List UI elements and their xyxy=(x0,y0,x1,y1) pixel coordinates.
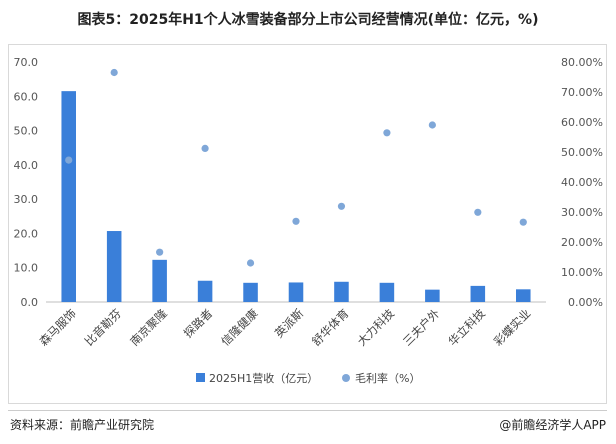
scatter-point xyxy=(383,129,391,137)
x-tick-label: 大力科技 xyxy=(355,306,398,349)
x-tick-label: 探路者 xyxy=(181,306,215,340)
scatter-point xyxy=(65,156,73,164)
y-right-tick-label: 20.00% xyxy=(561,236,603,249)
bar xyxy=(61,91,76,303)
plot-frame xyxy=(8,44,607,404)
x-tick-label: 三夫户外 xyxy=(400,306,443,349)
scatter-point xyxy=(474,208,482,216)
bar xyxy=(243,282,258,302)
scatter-point xyxy=(292,217,300,225)
y-left-tick-label: 0.0 xyxy=(21,296,39,309)
legend: 2025H1营收（亿元） 毛利率（%） xyxy=(196,371,420,385)
y-right-tick-label: 50.00% xyxy=(561,146,603,159)
x-tick-label: 华立科技 xyxy=(446,306,489,349)
y-left-tick-label: 30.0 xyxy=(14,193,39,206)
y-right-tick-label: 10.00% xyxy=(561,266,603,279)
x-tick-label: 南京聚隆 xyxy=(127,306,170,349)
y-right-tick-label: 0.00% xyxy=(568,296,603,309)
footer-divider xyxy=(8,410,607,411)
y-right-tick-label: 70.00% xyxy=(561,86,603,99)
scatter-point xyxy=(428,121,436,129)
bar-series xyxy=(61,91,531,303)
x-tick-label: 信隆健康 xyxy=(218,306,261,349)
x-tick-label: 舒华体育 xyxy=(309,306,351,348)
brand-label: @前瞻经济学人APP xyxy=(499,418,606,432)
scatter-point xyxy=(246,259,255,267)
bar xyxy=(106,231,122,302)
x-tick-label: 森马服饰 xyxy=(36,306,78,348)
y-left-tick-label: 10.0 xyxy=(14,262,39,275)
bar xyxy=(152,259,167,302)
y-right-tick-label: 30.00% xyxy=(561,206,603,219)
y-left-tick-label: 20.0 xyxy=(14,227,39,240)
x-tick-label: 比音勒芬 xyxy=(82,306,125,349)
scatter-point xyxy=(201,144,209,152)
bar xyxy=(288,282,304,302)
x-tick-label: 英派斯 xyxy=(272,306,307,341)
legend-swatch-scatter xyxy=(342,374,350,382)
scatter-point xyxy=(519,218,527,226)
scatter-series xyxy=(65,68,527,267)
y-axis-right: 0.00% 10.00% 20.00% 30.00% 40.00% 50.00% 60.00… xyxy=(561,56,603,309)
legend-label-scatter: 毛利率（%） xyxy=(355,371,420,385)
bar xyxy=(197,280,213,302)
scatter-point xyxy=(337,202,346,210)
y-left-tick-label: 70.0 xyxy=(14,56,39,69)
x-axis-labels: 森马服饰 比音勒芬 南京聚隆 探路者 信隆健康 英派斯 舒华体育 大力科技 三夫户外 华立科技 彩蝶… xyxy=(36,306,533,349)
y-right-tick-label: 40.00% xyxy=(561,176,603,189)
bar xyxy=(425,289,440,302)
scatter-point xyxy=(110,68,118,77)
bar xyxy=(470,285,486,302)
legend-swatch-bar xyxy=(196,373,205,382)
bar xyxy=(379,282,395,302)
bar xyxy=(516,289,531,302)
y-left-tick-label: 40.0 xyxy=(14,159,39,172)
y-right-tick-label: 80.00% xyxy=(561,56,603,69)
y-left-tick-label: 50.0 xyxy=(14,125,39,138)
y-axis-left: 0.0 10.0 20.0 30.0 40.0 50.0 60.0 70.0 xyxy=(14,56,39,309)
y-left-tick-label: 60.0 xyxy=(14,90,39,103)
legend-label-bar: 2025H1营收（亿元） xyxy=(209,371,318,385)
y-right-tick-label: 60.00% xyxy=(561,116,603,129)
x-tick-label: 彩蝶实业 xyxy=(491,306,533,348)
chart-title: 图表5：2025年H1个人冰雪装备部分上市公司经营情况(单位：亿元，%) xyxy=(77,12,539,28)
chart: 0.0 10.0 20.0 30.0 40.0 50.0 60.0 70.0 0.00% 10.… xyxy=(14,56,604,385)
bar xyxy=(334,281,349,302)
source-note: 资料来源：前瞻产业研究院 xyxy=(10,418,155,432)
scatter-point xyxy=(156,248,164,256)
